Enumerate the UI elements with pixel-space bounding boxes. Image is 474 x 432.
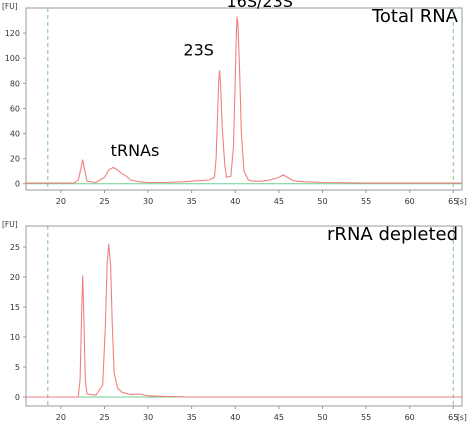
y-tick-label: 0 bbox=[15, 180, 20, 189]
x-tick-label: 25 bbox=[99, 413, 109, 422]
x-tick-label: 40 bbox=[230, 413, 240, 422]
x-tick-label: 30 bbox=[143, 197, 153, 206]
y-tick-label: 40 bbox=[10, 130, 20, 139]
chart-title: Total RNA bbox=[371, 6, 459, 27]
x-unit-label: [s] bbox=[457, 197, 467, 206]
y-tick-label: 5 bbox=[15, 363, 20, 372]
y-tick-label: 80 bbox=[10, 79, 20, 88]
rrna-depleted-panel: [FU] [s] rRNA depleted 0 5 10 15 20 25 20 25 30 3… bbox=[2, 220, 467, 422]
x-tick-label: 65 bbox=[448, 413, 458, 422]
x-tick-label: 55 bbox=[361, 197, 371, 206]
x-tick-label: 20 bbox=[56, 197, 66, 206]
y-tick-label: 10 bbox=[10, 333, 20, 342]
x-tick-label: 60 bbox=[405, 197, 415, 206]
y-tick-label: 60 bbox=[10, 104, 20, 113]
y-tick-label: 0 bbox=[15, 393, 20, 402]
x-tick-label: 65 bbox=[448, 197, 458, 206]
series-line bbox=[26, 243, 462, 398]
x-tick-label: 55 bbox=[361, 413, 371, 422]
y-unit-label: [FU] bbox=[2, 2, 18, 11]
y-unit-label: [FU] bbox=[2, 220, 18, 229]
peak-annotation: tRNAs bbox=[111, 141, 160, 160]
plot-frame bbox=[25, 7, 463, 191]
x-tick-label: 35 bbox=[187, 197, 197, 206]
peak-annotation: 23S bbox=[183, 41, 214, 60]
y-tick-label: 120 bbox=[5, 29, 20, 38]
y-tick-label: 25 bbox=[10, 243, 20, 252]
x-tick-label: 60 bbox=[405, 413, 415, 422]
x-tick-label: 30 bbox=[143, 413, 153, 422]
x-tick-label: 45 bbox=[274, 197, 284, 206]
plot-frame bbox=[25, 225, 463, 407]
y-tick-label: 15 bbox=[10, 303, 20, 312]
peak-annotation: 16S/23S bbox=[226, 0, 292, 11]
x-tick-label: 25 bbox=[99, 197, 109, 206]
y-tick-label: 20 bbox=[10, 273, 20, 282]
x-tick-label: 20 bbox=[56, 413, 66, 422]
x-tick-label: 40 bbox=[230, 197, 240, 206]
series-line bbox=[26, 16, 462, 184]
x-tick-label: 50 bbox=[317, 197, 327, 206]
y-tick-label: 100 bbox=[5, 54, 20, 63]
y-tick-label: 20 bbox=[10, 155, 20, 164]
total-rna-panel: [FU] [s] Total RNA 0 20 40 60 80 100 120 20 25 30… bbox=[2, 0, 467, 206]
x-tick-label: 50 bbox=[317, 413, 327, 422]
x-tick-label: 45 bbox=[274, 413, 284, 422]
chart-title: rRNA depleted bbox=[327, 224, 458, 245]
x-tick-label: 35 bbox=[187, 413, 197, 422]
x-unit-label: [s] bbox=[457, 413, 467, 422]
